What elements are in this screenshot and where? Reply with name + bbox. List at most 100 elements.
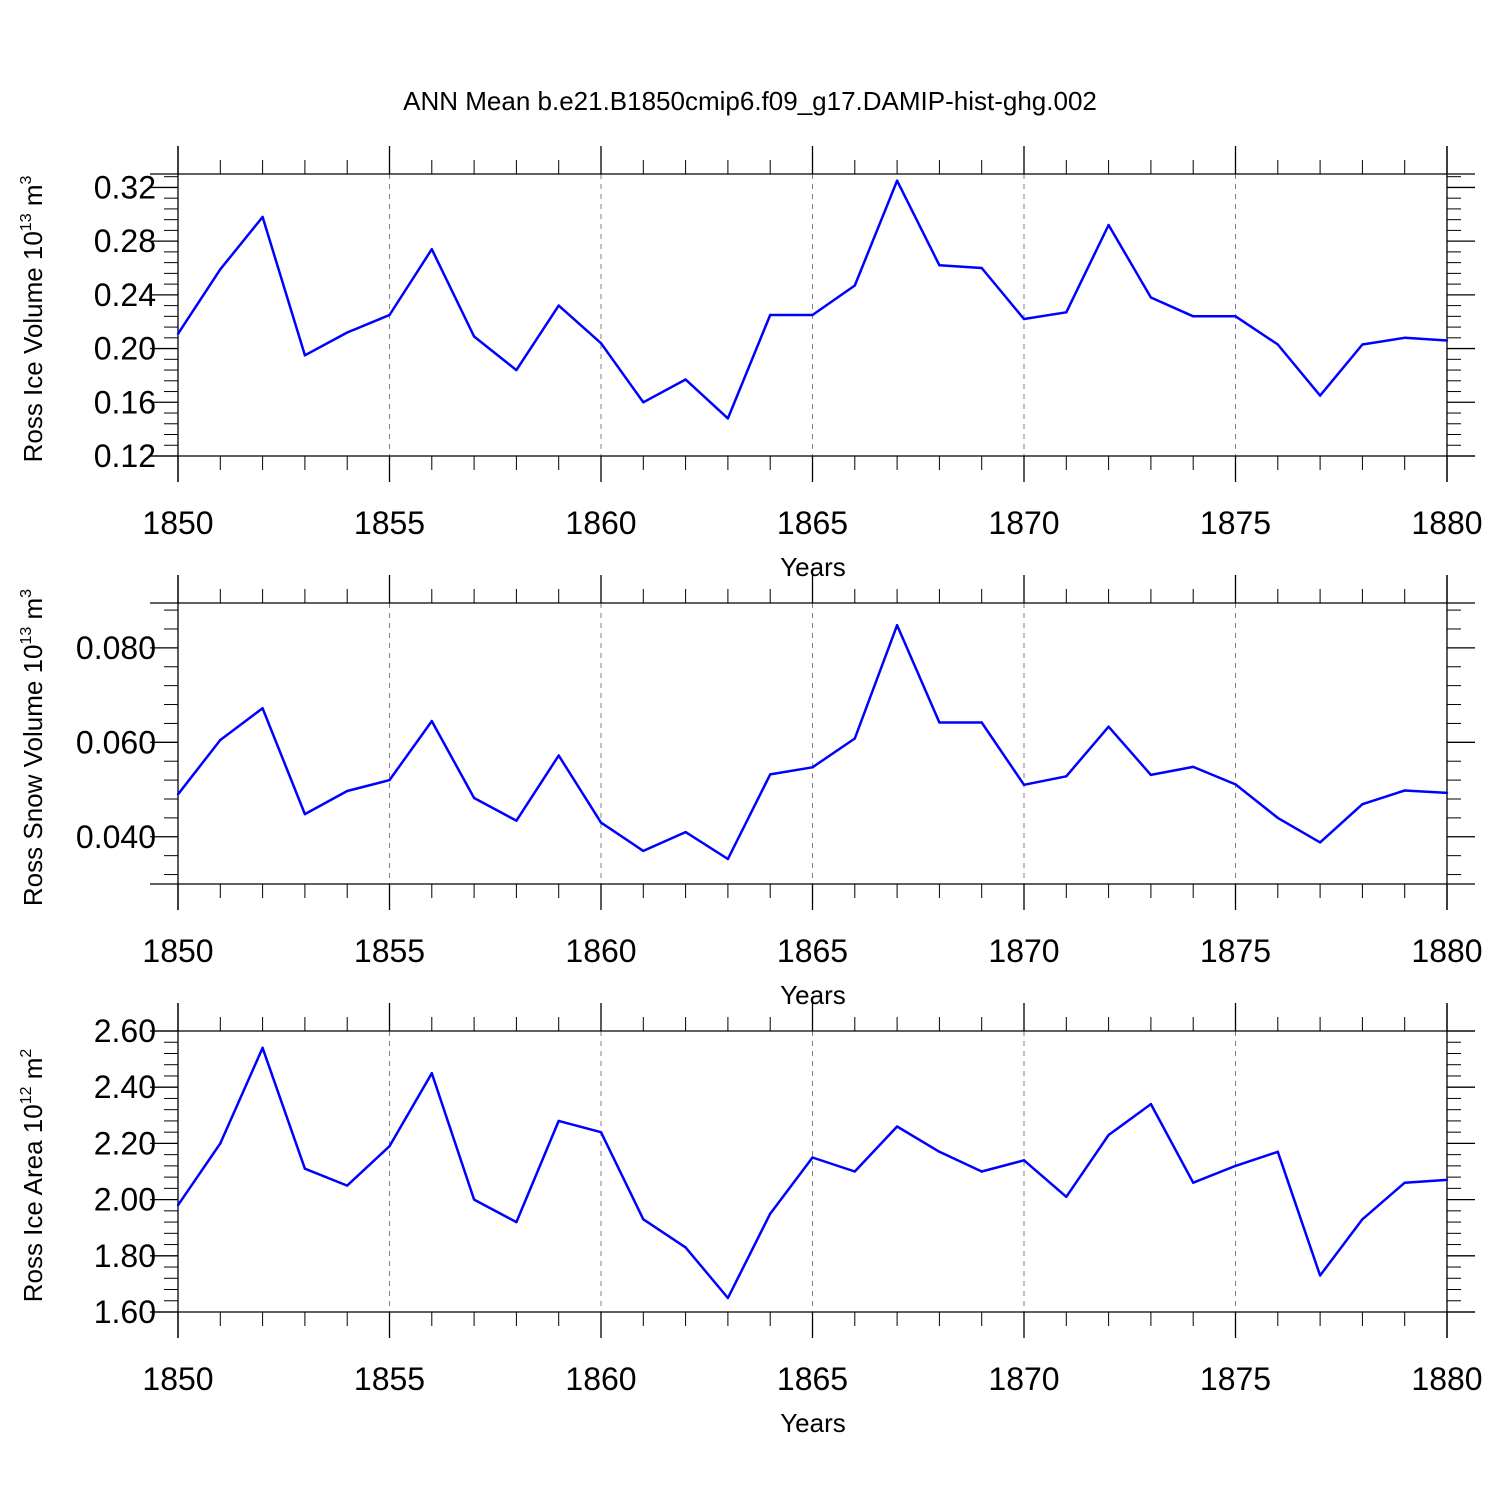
data-point [1149,773,1153,777]
data-point [472,796,476,800]
data-point [219,268,222,271]
data-point [1192,765,1195,769]
data-point [1445,791,1449,795]
data-point [853,1170,856,1173]
data-point [1361,802,1364,806]
data-point [1276,816,1280,820]
data-point [980,266,983,270]
y-axis-label-text: Ross Ice Volume 10 [18,231,48,462]
y-tick-label: 1.60 [94,1294,156,1330]
data-point [557,1119,560,1123]
y-axis-label-superscript: 12 [18,1086,35,1104]
data-point [811,766,814,769]
data-point [1022,1159,1026,1162]
y-tick-label: 0.28 [94,223,156,259]
x-tick-label: 1880 [1411,933,1482,969]
data-point [1403,1181,1406,1184]
data-point [1107,1133,1110,1137]
data-point [726,1296,730,1300]
data-point [1065,1195,1068,1198]
data-point [1022,317,1026,321]
data-point [303,812,307,816]
data-point [176,332,180,335]
data-point [769,1212,772,1215]
data-point [515,368,518,372]
x-tick-label: 1870 [988,1361,1059,1397]
x-tick-label: 1880 [1411,505,1482,541]
data-point [599,1130,603,1134]
x-tick-label: 1870 [988,505,1059,541]
y-axis-label: Ross Ice Area 1012 m2 [18,1049,48,1303]
data-point [388,1145,391,1148]
data-point [1065,311,1068,314]
x-tick-label: 1860 [565,505,636,541]
y-tick-label: 0.060 [76,724,156,760]
y-tick-label: 0.12 [94,438,156,474]
data-point [303,354,307,357]
y-axis-label-text: Ross Ice Area 10 [18,1104,48,1302]
x-tick-label: 1865 [777,1361,848,1397]
x-tick-label: 1860 [565,933,636,969]
data-point [895,623,899,627]
data-point [1107,223,1110,227]
y-axis-label: Ross Snow Volume 1013 m3 [18,589,48,906]
y-axis-label-text: m [18,1058,48,1087]
data-point [684,378,687,381]
data-point [472,335,476,338]
data-point [895,1125,899,1128]
y-tick-label: 0.20 [94,331,156,367]
data-point [1234,783,1237,786]
data-point [769,313,772,317]
data-point [346,331,349,334]
x-tick-label: 1850 [142,505,213,541]
data-point [557,304,560,307]
data-point [1276,1150,1280,1154]
y-axis-label-text: m [18,184,48,213]
data-point [938,721,941,724]
data-point [303,1167,307,1170]
x-tick-label: 1875 [1200,505,1271,541]
data-point [684,1246,687,1249]
x-tick-label: 1855 [354,505,425,541]
y-axis-label-superscript: 3 [18,589,35,598]
data-point [261,1046,264,1050]
data-point [1276,343,1280,346]
data-point [261,707,264,710]
y-axis-label-superscript: 2 [18,1049,35,1058]
data-point [853,284,856,287]
x-tick-label: 1850 [142,1361,213,1397]
data-point [980,1170,983,1173]
x-tick-label: 1860 [565,1361,636,1397]
data-point [388,778,391,782]
data-point [938,264,941,267]
x-tick-label: 1880 [1411,1361,1482,1397]
y-tick-label: 0.32 [94,169,156,205]
panel-2: 0.040 0.060 0.080 1850 1855 1860 1865 1870 1875 1… [18,575,1483,1010]
data-point [1318,841,1322,844]
data-point [1318,1274,1322,1277]
data-point [726,417,730,420]
data-point [430,248,433,251]
data-point [1107,725,1110,728]
data-point [769,773,772,776]
data-point [1403,336,1406,340]
data-point [1192,1181,1195,1184]
x-tick-label: 1855 [354,1361,425,1397]
y-axis-label-superscript: 3 [18,175,35,184]
data-point [346,789,349,793]
data-point [726,857,730,861]
data-point [1234,1164,1237,1168]
x-tick-label: 1850 [142,933,213,969]
y-tick-label: 2.40 [94,1069,156,1105]
y-tick-label: 2.00 [94,1182,156,1218]
data-point [1022,783,1026,787]
data-point [1065,775,1068,778]
x-tick-label: 1865 [777,933,848,969]
data-point [811,313,814,317]
data-point [1403,789,1406,792]
data-point [346,1184,349,1187]
data-point [938,1150,941,1154]
panels: 0.12 0.16 0.20 0.24 0.28 0.32 1850 1855 1860 1865… [18,146,1483,1438]
data-point [472,1198,476,1201]
